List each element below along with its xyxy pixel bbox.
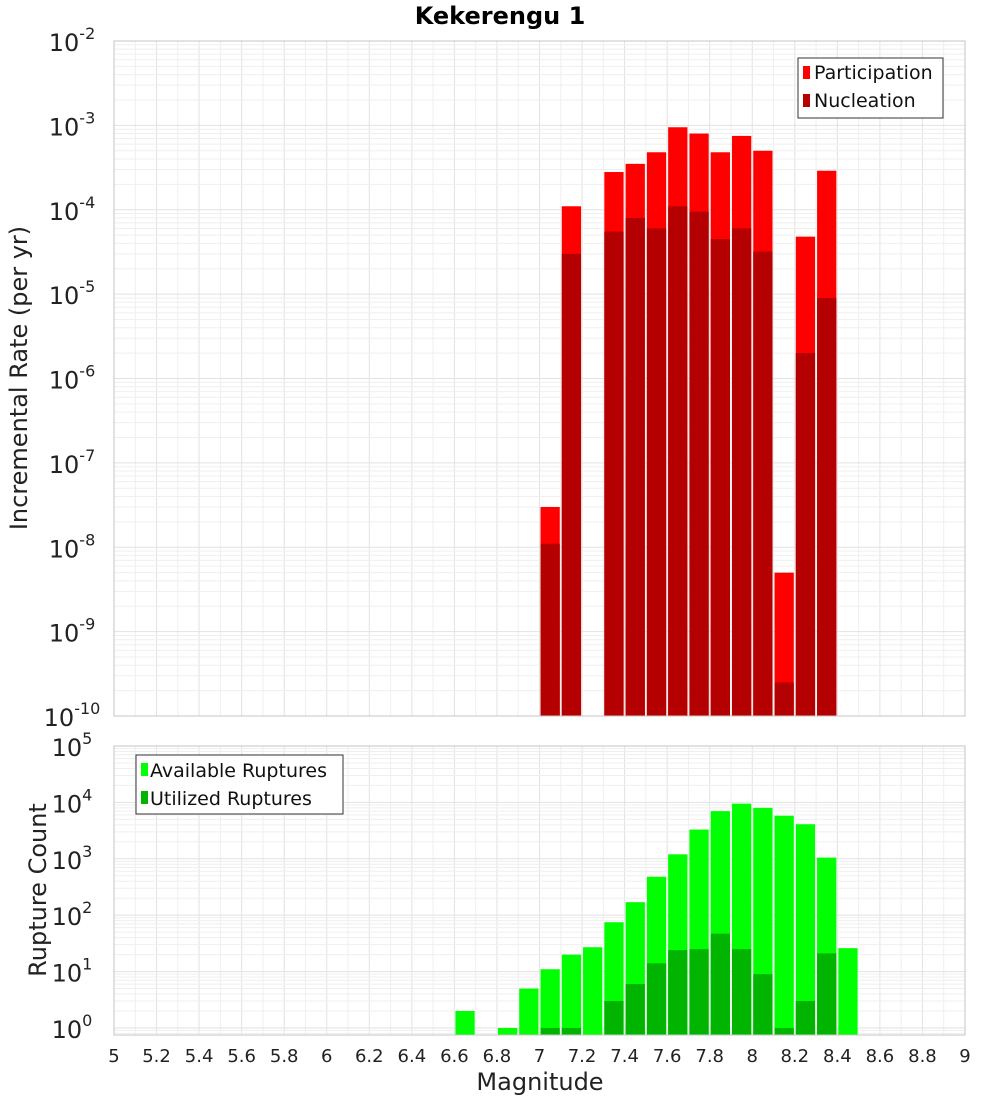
rate-legend: Participation Nucleation — [797, 57, 944, 119]
legend-swatch-available — [141, 763, 148, 776]
legend-label-nucleation: Nucleation — [814, 90, 916, 112]
count-bar-utilized-ruptures — [774, 1027, 794, 1035]
count-bar-available-ruptures — [583, 947, 603, 1035]
x-tick-label: 6 — [321, 1046, 332, 1067]
x-axis-label: Magnitude — [476, 1068, 603, 1096]
rate-panel: 10-10 10-9 10-8 10-7 10-6 10-5 10-4 10-3 10-2 In… — [5, 24, 966, 732]
count-panel-frame — [113, 745, 966, 1036]
x-tick-label: 8.6 — [866, 1046, 895, 1067]
rate-y-axis-label: Incremental Rate (per yr) — [5, 226, 33, 530]
count-bar-utilized-ruptures — [604, 1001, 624, 1035]
x-tick-label: 6.8 — [483, 1046, 512, 1067]
count-bar-utilized-ruptures — [753, 974, 773, 1035]
x-tick-label: 6.4 — [398, 1046, 427, 1067]
count-panel-x-ticks: 5 5.2 5.4 5.6 5.8 6 6.2 6.4 6.6 6.8 7 7.2 7.4 7.6 7.8 8… — [108, 1046, 970, 1067]
chart-title: Kekerengu 1 — [415, 2, 586, 30]
rate-bar-nucleation — [689, 211, 709, 716]
count-panel: 100 101 102 103 104 105 5 5.2 5.4 5.6 5.8 6 6.2 6.4 6… — [24, 729, 971, 1096]
rate-y-tick-label: 10-9 — [49, 615, 96, 648]
rate-bar-nucleation — [710, 239, 730, 716]
count-panel-bars — [455, 803, 858, 1035]
count-y-axis-label: Rupture Count — [24, 803, 52, 977]
x-tick-label: 7.4 — [610, 1046, 639, 1067]
count-bar-utilized-ruptures — [795, 1001, 816, 1035]
count-bar-available-ruptures — [838, 948, 858, 1035]
count-y-tick-label: 100 — [52, 1011, 93, 1044]
rate-bar-nucleation — [731, 228, 752, 716]
count-bar-available-ruptures — [455, 1010, 475, 1035]
count-bar-utilized-ruptures — [625, 984, 645, 1035]
count-bar-available-ruptures — [774, 815, 794, 1035]
count-bar-utilized-ruptures — [646, 963, 667, 1035]
legend-label-available: Available Ruptures — [150, 760, 327, 782]
rate-y-tick-label: 10-10 — [44, 699, 101, 732]
rate-y-tick-label: 10-2 — [49, 24, 96, 57]
x-tick-label: 7.6 — [653, 1046, 682, 1067]
rate-bar-nucleation — [561, 253, 582, 716]
count-y-tick-label: 103 — [52, 842, 93, 875]
rate-bar-nucleation — [604, 231, 624, 716]
x-tick-label: 5.4 — [185, 1046, 214, 1067]
count-y-tick-label: 105 — [52, 729, 93, 762]
count-legend-box — [135, 754, 344, 815]
rate-panel-frame — [113, 40, 966, 717]
count-y-tick-label: 102 — [52, 898, 93, 931]
rate-panel-bars — [540, 127, 837, 717]
rate-bar-participation — [774, 572, 794, 716]
legend-swatch-utilized — [141, 791, 148, 804]
rate-y-tick-label: 10-6 — [49, 362, 96, 395]
rate-bar-nucleation — [646, 228, 667, 716]
count-bar-available-ruptures — [561, 954, 582, 1035]
rate-y-tick-label: 10-8 — [49, 530, 96, 563]
rate-bar-nucleation — [795, 353, 816, 716]
x-tick-label: 6.2 — [355, 1046, 384, 1067]
count-bar-utilized-ruptures — [561, 1027, 582, 1035]
count-bar-available-ruptures — [519, 988, 539, 1035]
x-tick-label: 5.2 — [142, 1046, 171, 1067]
rate-bar-nucleation — [625, 217, 645, 716]
x-tick-label: 7.8 — [695, 1046, 724, 1067]
count-bar-utilized-ruptures — [689, 949, 709, 1035]
legend-swatch-nucleation — [803, 94, 810, 107]
count-bar-available-ruptures — [540, 969, 560, 1035]
count-y-tick-label: 104 — [52, 785, 93, 818]
count-panel-y-ticks: 100 101 102 103 104 105 — [52, 729, 93, 1044]
rate-panel-y-ticks: 10-10 10-9 10-8 10-7 10-6 10-5 10-4 10-3 10-2 — [44, 24, 101, 732]
rate-bar-nucleation — [753, 251, 773, 716]
count-y-tick-label: 101 — [52, 955, 93, 988]
legend-swatch-participation — [803, 66, 810, 79]
count-bar-utilized-ruptures — [731, 949, 752, 1035]
x-tick-label: 8.8 — [908, 1046, 937, 1067]
x-tick-label: 6.6 — [440, 1046, 469, 1067]
x-tick-label: 9 — [959, 1046, 970, 1067]
x-tick-label: 5 — [108, 1046, 119, 1067]
rate-bar-nucleation — [540, 543, 560, 716]
rate-y-tick-label: 10-7 — [49, 446, 96, 479]
x-tick-label: 8.4 — [823, 1046, 852, 1067]
x-tick-label: 7 — [534, 1046, 545, 1067]
rate-panel-grid — [113, 40, 966, 717]
x-tick-label: 8 — [747, 1046, 758, 1067]
count-bar-utilized-ruptures — [540, 1027, 560, 1035]
count-bar-utilized-ruptures — [817, 953, 837, 1035]
count-bar-available-ruptures — [497, 1027, 518, 1035]
rate-y-tick-label: 10-3 — [49, 108, 96, 141]
rate-bar-nucleation — [668, 206, 688, 716]
x-tick-label: 5.8 — [270, 1046, 299, 1067]
count-bar-utilized-ruptures — [710, 933, 730, 1035]
rate-bar-nucleation — [774, 682, 794, 716]
x-tick-label: 7.2 — [568, 1046, 597, 1067]
x-tick-label: 8.2 — [780, 1046, 809, 1067]
rate-bar-nucleation — [817, 297, 837, 716]
rate-y-tick-label: 10-5 — [49, 277, 96, 310]
x-tick-label: 5.6 — [227, 1046, 256, 1067]
rate-y-tick-label: 10-4 — [49, 193, 96, 226]
legend-label-participation: Participation — [814, 62, 933, 84]
count-bar-utilized-ruptures — [668, 950, 688, 1035]
count-legend: Available Ruptures Utilized Ruptures — [135, 754, 344, 815]
rate-legend-box — [797, 57, 944, 119]
legend-label-utilized: Utilized Ruptures — [150, 788, 312, 810]
count-bar-available-ruptures — [795, 824, 816, 1035]
